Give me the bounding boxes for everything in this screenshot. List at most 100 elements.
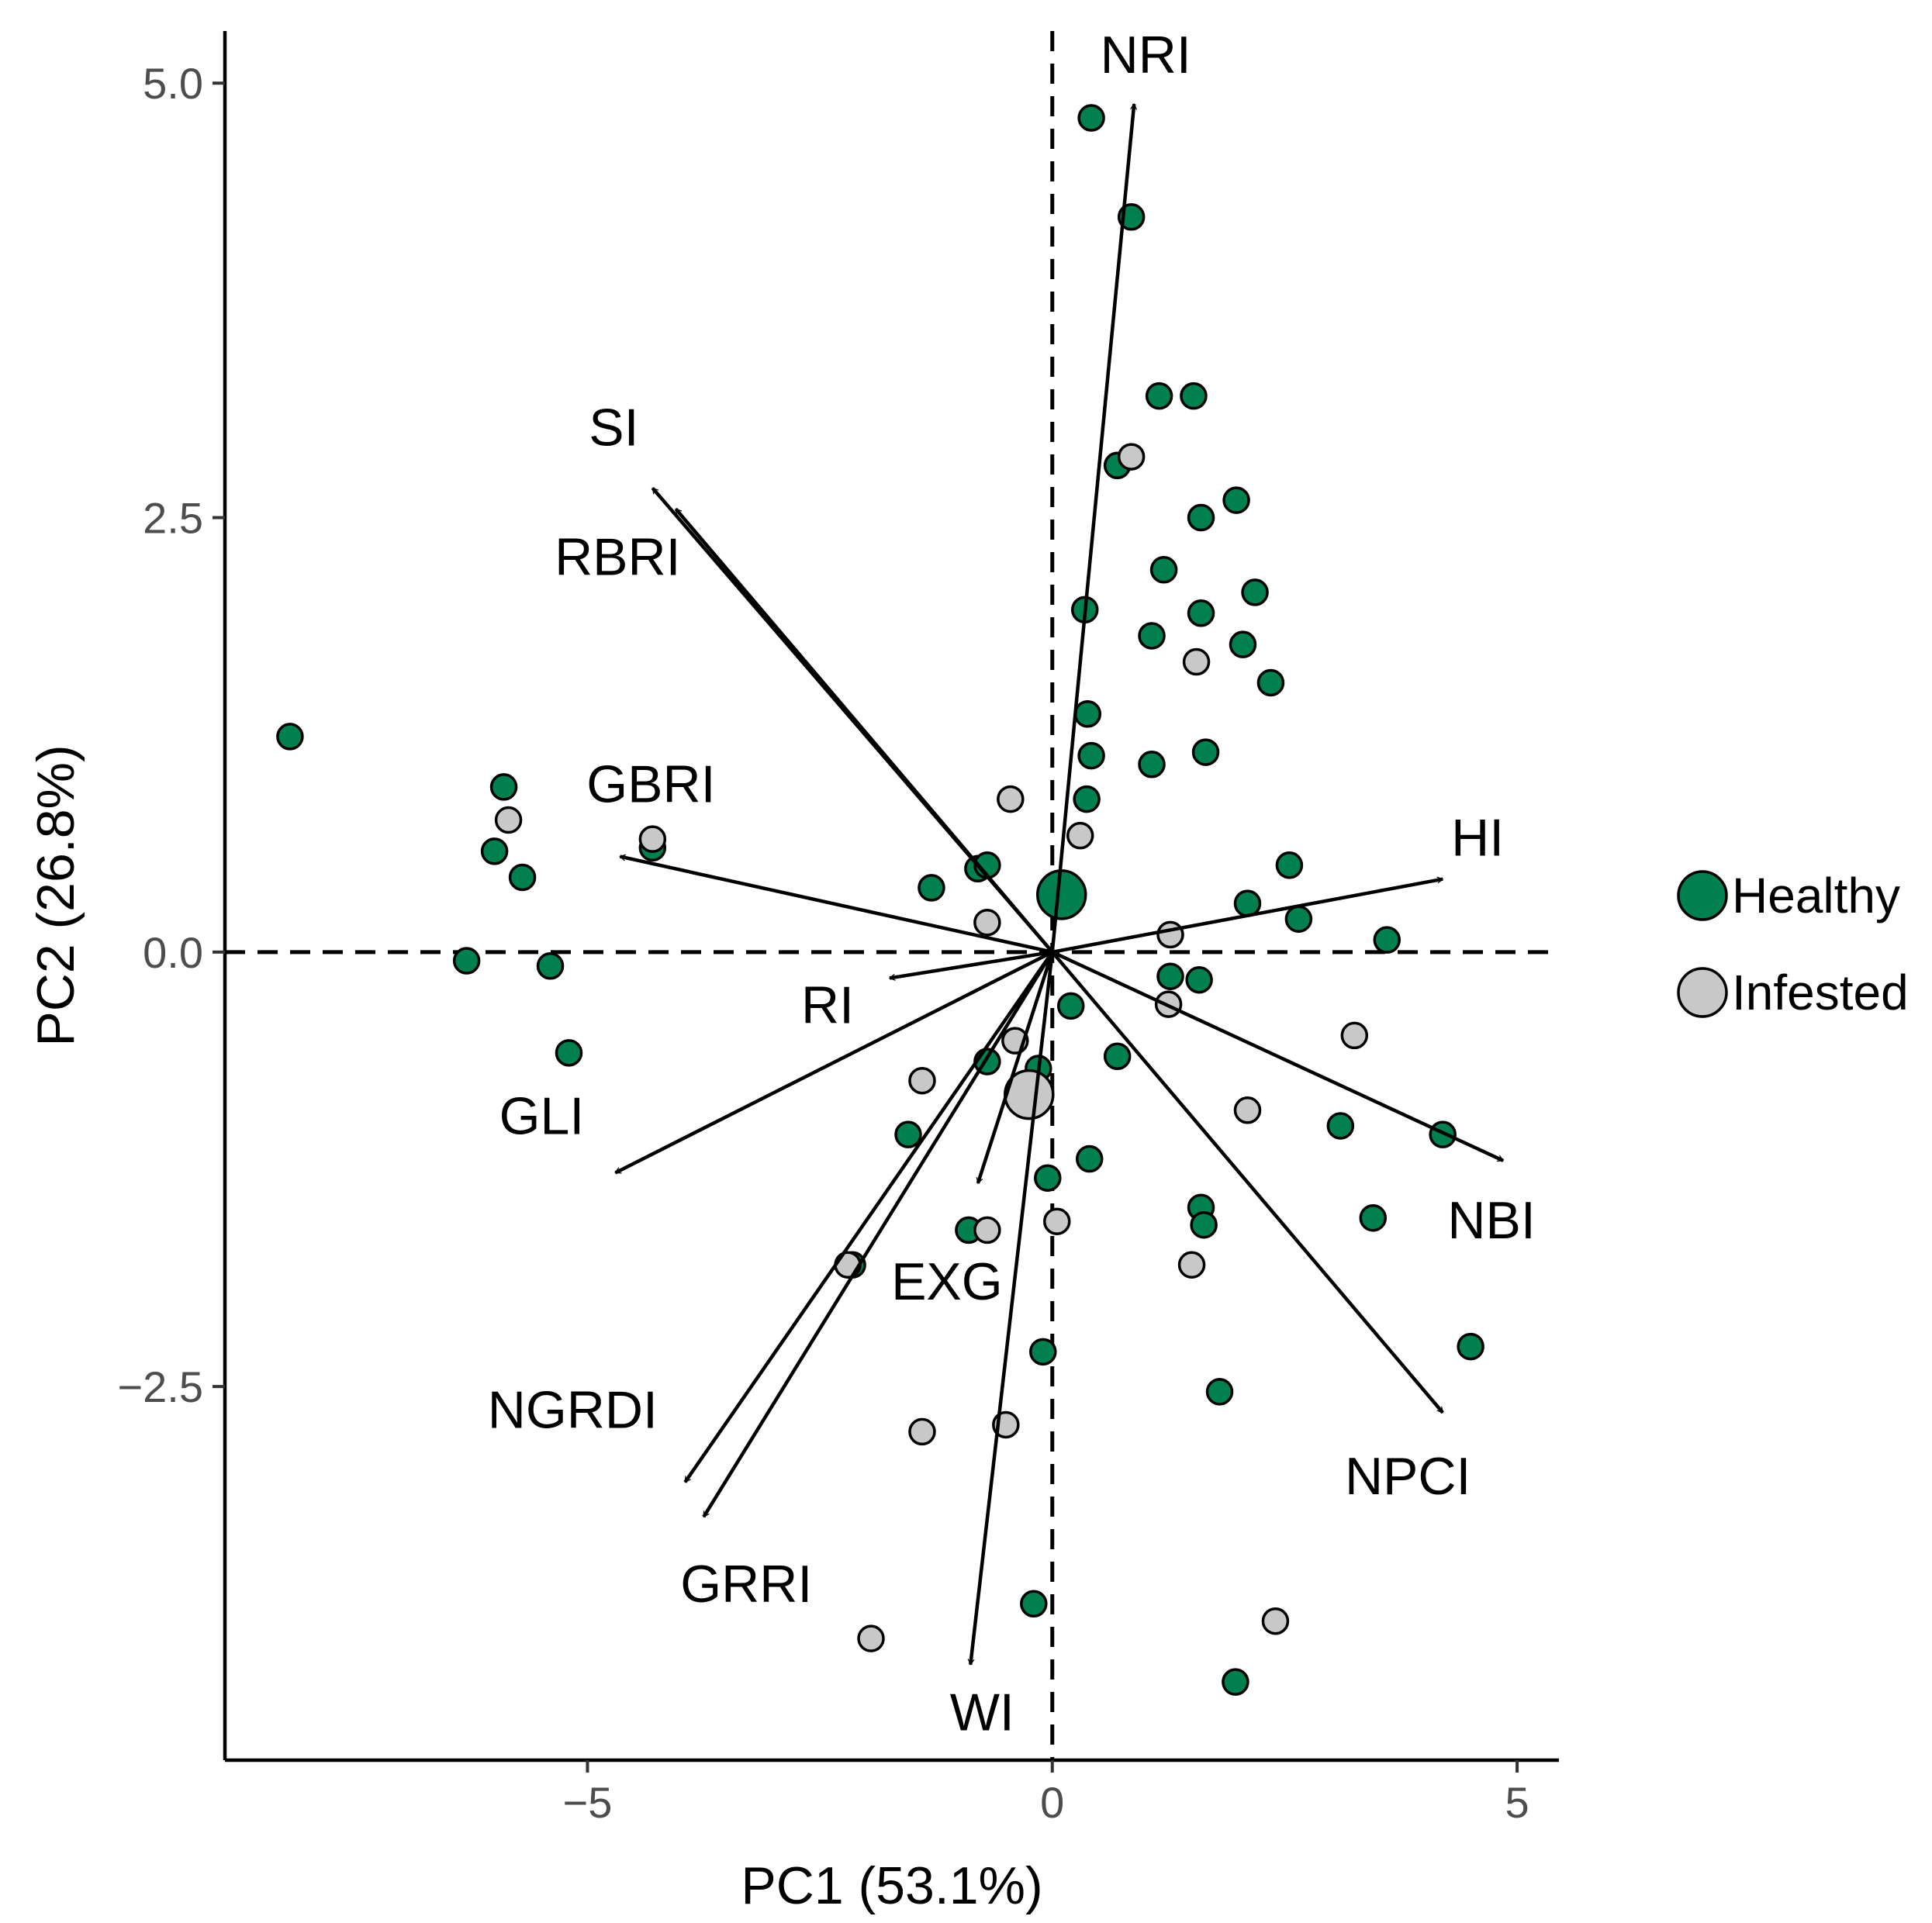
loading-arrow-grri (702, 951, 1054, 1518)
infested-point (997, 785, 1025, 813)
healthy-point (1029, 1338, 1057, 1366)
healthy-point (1373, 926, 1401, 954)
infested-point (973, 1216, 1001, 1245)
infested-point (1182, 647, 1211, 676)
healthy-point (1326, 1112, 1355, 1140)
healthy-point (536, 952, 565, 980)
healthy-point (1222, 486, 1250, 514)
healthy-point (1145, 381, 1173, 410)
x-axis-title: PC1 (53.1%) (741, 1856, 1042, 1915)
healthy-point (1103, 1042, 1132, 1071)
loading-label-ngrdi: NGRDI (488, 1380, 658, 1439)
healthy-point (508, 863, 537, 892)
y-tick-label: 5.0 (143, 59, 203, 108)
healthy-point (555, 1039, 583, 1067)
healthy-point (1233, 889, 1262, 917)
loading-arrow-exg (976, 951, 1054, 1185)
infested-point (1066, 821, 1094, 850)
healthy-centroid (1035, 869, 1087, 920)
loading-arrow-nri (1050, 102, 1138, 953)
healthy-point (1034, 1164, 1062, 1192)
loading-label-ri: RI (801, 975, 854, 1034)
healthy-point (1229, 630, 1257, 658)
healthy-point (1138, 751, 1166, 779)
loading-label-hi: HI (1451, 809, 1504, 868)
loading-label-npci: NPCI (1345, 1447, 1471, 1506)
infested-point (1340, 1021, 1369, 1050)
healthy-point (1056, 992, 1085, 1020)
infested-point (1261, 1607, 1290, 1635)
healthy-point (1191, 738, 1220, 766)
infested-point (1043, 1207, 1071, 1235)
loading-arrow-rbri (674, 507, 1054, 954)
healthy-point (1205, 1378, 1234, 1406)
infested-point (908, 1066, 936, 1095)
healthy-point (276, 723, 304, 751)
healthy-point (480, 837, 509, 865)
healthy-point (452, 947, 481, 975)
loading-label-si: SI (589, 398, 638, 457)
infested-point (1156, 920, 1184, 949)
infested-point (834, 1251, 862, 1279)
legend-key-healthy (1677, 870, 1728, 921)
healthy-point (918, 874, 945, 902)
infested-point (1233, 1096, 1262, 1124)
loading-arrow-ri (888, 950, 1053, 981)
y-tick-label: 2.5 (143, 494, 203, 543)
loading-arrow-hi (1052, 876, 1444, 955)
loading-arrow-nbi (1051, 950, 1505, 1162)
healthy-point (1457, 1332, 1484, 1361)
healthy-point (1359, 1203, 1388, 1232)
legend: Healthy Infested (1677, 868, 1909, 1020)
loading-vectors: NRI SI RBRI GBRI HI RI GLI NBI NPCI EXG NGRDI GRRI W… (488, 26, 1536, 1742)
y-tick-label: −2.5 (117, 1362, 203, 1411)
axes: −5 0 5 −2.5 0.0 2.5 5.0 PC1 (53.1%) PC2 (26.8%) (26, 31, 1559, 1915)
healthy-point (1077, 104, 1105, 132)
healthy-point (1138, 622, 1166, 650)
healthy-point (489, 773, 518, 801)
legend-label-infested: Infested (1732, 965, 1909, 1020)
infested-point (857, 1624, 885, 1652)
loading-arrow-gli (614, 950, 1053, 1175)
loading-label-gli: GLI (499, 1086, 585, 1145)
healthy-point (1185, 965, 1213, 994)
healthy-point (1187, 503, 1215, 532)
healthy-point (1241, 578, 1269, 606)
x-tick-label: 0 (1040, 1778, 1064, 1827)
infested-point (1177, 1251, 1206, 1279)
loading-arrow-npci (1051, 951, 1444, 1414)
healthy-point (1020, 1590, 1048, 1618)
healthy-point (1073, 700, 1102, 728)
healthy-point (1222, 1668, 1249, 1696)
points-layer (276, 104, 1484, 1696)
loading-label-gbri: GBRI (586, 755, 715, 814)
infested-point (908, 1417, 936, 1446)
healthy-point (1156, 962, 1184, 990)
healthy-point (1190, 1210, 1218, 1239)
healthy-point (1187, 599, 1215, 627)
loading-label-rbri: RBRI (555, 527, 680, 586)
loading-arrow-ngrdi (683, 951, 1054, 1483)
loading-label-exg: EXG (891, 1252, 1003, 1311)
legend-key-infested (1677, 967, 1728, 1018)
x-tick-label: −5 (563, 1778, 613, 1827)
loading-label-wi: WI (950, 1683, 1014, 1742)
infested-point (1117, 443, 1146, 471)
healthy-point (1077, 741, 1105, 770)
legend-label-healthy: Healthy (1732, 868, 1900, 924)
infested-point (494, 806, 523, 834)
infested-point (973, 908, 1001, 937)
healthy-point (894, 1120, 922, 1148)
healthy-point (1256, 668, 1285, 697)
infested-point (638, 825, 667, 853)
healthy-point (1180, 381, 1208, 410)
healthy-point (1075, 1144, 1104, 1173)
loading-arrow-gbri (619, 854, 1053, 955)
loading-label-nri: NRI (1101, 26, 1191, 85)
loading-label-nbi: NBI (1447, 1191, 1535, 1250)
healthy-point (1149, 556, 1178, 584)
x-tick-label: 5 (1505, 1778, 1529, 1827)
y-axis-title: PC2 (26.8%) (26, 744, 85, 1046)
healthy-point (1073, 785, 1101, 813)
